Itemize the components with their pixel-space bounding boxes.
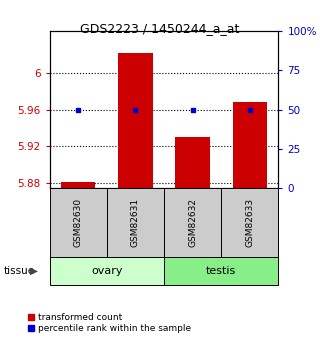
Bar bbox=[164, 257, 278, 285]
Bar bbox=[221, 188, 278, 257]
Bar bbox=[175, 137, 210, 188]
Text: GSM82631: GSM82631 bbox=[131, 198, 140, 247]
Text: ▶: ▶ bbox=[30, 266, 38, 276]
Text: testis: testis bbox=[206, 266, 236, 276]
Text: ovary: ovary bbox=[91, 266, 123, 276]
Bar bbox=[118, 53, 153, 188]
Text: GSM82632: GSM82632 bbox=[188, 198, 197, 247]
Bar bbox=[50, 257, 164, 285]
Text: GDS2223 / 1450244_a_at: GDS2223 / 1450244_a_at bbox=[80, 22, 240, 36]
Bar bbox=[107, 188, 164, 257]
Bar bbox=[61, 183, 95, 188]
Bar bbox=[164, 188, 221, 257]
Legend: transformed count, percentile rank within the sample: transformed count, percentile rank withi… bbox=[24, 309, 195, 337]
Text: tissue: tissue bbox=[3, 266, 34, 276]
Text: GSM82633: GSM82633 bbox=[245, 198, 254, 247]
Bar bbox=[233, 102, 267, 188]
Text: GSM82630: GSM82630 bbox=[74, 198, 83, 247]
Bar bbox=[50, 188, 107, 257]
